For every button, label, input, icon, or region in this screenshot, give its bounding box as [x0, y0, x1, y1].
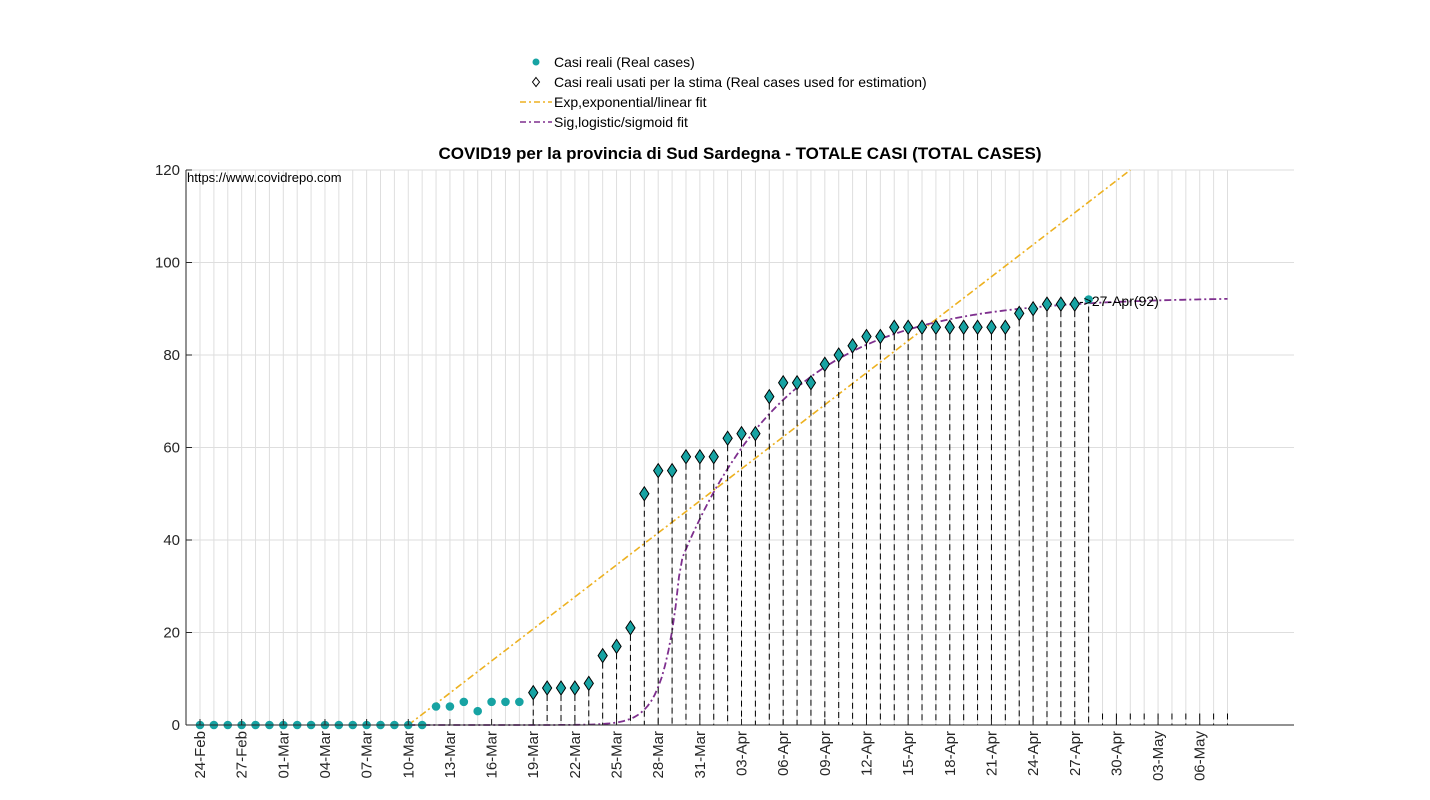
x-tick-label: 24-Feb	[192, 731, 209, 779]
estimation-case-marker	[528, 684, 539, 701]
estimation-case-marker	[1027, 300, 1039, 317]
estimation-case-marker	[597, 647, 608, 664]
estimation-case-marker	[944, 319, 955, 336]
x-tick-label: 13-Mar	[442, 731, 459, 779]
estimation-stems	[532, 306, 1228, 725]
estimation-case-marker	[916, 319, 928, 336]
legend-label: Casi reali (Real cases)	[554, 54, 695, 70]
estimation-case-marker	[819, 356, 831, 373]
real-case-point	[515, 697, 524, 707]
x-tick-label: 06-Apr	[775, 731, 792, 776]
chart-title: COVID19 per la provincia di Sud Sardegna…	[439, 144, 1042, 163]
y-tick-label: 120	[155, 162, 180, 179]
legend: Casi reali (Real cases) Casi reali usati …	[520, 54, 927, 130]
x-tick-label: 25-Mar	[609, 731, 626, 779]
estimation-case-marker	[666, 462, 678, 479]
x-tick-label: 03-Apr	[734, 731, 751, 776]
x-tick-label: 12-Apr	[858, 731, 875, 776]
estimation-case-marker	[722, 430, 733, 447]
real-case-point	[1084, 295, 1093, 304]
real-case-point	[487, 697, 496, 707]
x-tick-label: 09-Apr	[817, 731, 834, 776]
x-tick-label: 19-Mar	[525, 731, 542, 779]
estimation-case-marker	[569, 680, 581, 696]
estimation-case-marker	[902, 319, 914, 336]
x-tick-label: 01-Mar	[275, 731, 292, 779]
real-case-point	[459, 697, 469, 707]
x-tick-label: 10-Mar	[400, 731, 417, 779]
estimation-case-marker	[736, 425, 747, 442]
x-tick-label: 27-Feb	[234, 731, 251, 779]
estimation-case-marker	[875, 328, 886, 345]
x-tick-label: 07-Mar	[359, 731, 376, 779]
x-tick-label: 22-Mar	[567, 731, 584, 779]
estimation-case-marker	[639, 485, 650, 502]
estimation-case-marker	[777, 374, 789, 391]
y-tick-label: 100	[155, 255, 180, 272]
estimation-case-marker	[861, 328, 872, 345]
estimation-case-marker	[958, 319, 969, 336]
estimation-case-marker	[764, 388, 775, 405]
x-tick-label: 03-May	[1150, 731, 1167, 782]
estimation-case-marker	[708, 448, 719, 465]
x-tick-label: 31-Mar	[692, 731, 709, 779]
estimation-case-marker	[694, 448, 706, 465]
estimation-case-marker	[625, 619, 636, 636]
estimation-case-marker	[986, 319, 997, 336]
estimation-case-marker	[583, 675, 594, 692]
x-tick-label: 30-Apr	[1108, 731, 1125, 776]
y-tick-label: 40	[163, 532, 180, 549]
legend-label: Casi reali usati per la stima (Real case…	[554, 74, 927, 90]
estimation-case-marker	[930, 319, 942, 336]
y-tick-label: 20	[163, 625, 180, 642]
real-case-point	[445, 702, 455, 711]
estimation-case-marker	[791, 374, 803, 391]
y-tick-label: 0	[172, 717, 180, 734]
estimation-case-marker	[680, 448, 692, 465]
x-tick-label: 21-Apr	[983, 731, 1000, 776]
estimation-case-marker	[555, 680, 567, 696]
estimation-case-marker	[805, 374, 817, 391]
estimation-case-marker	[889, 319, 900, 336]
legend-label: Exp,exponential/linear fit	[554, 94, 707, 110]
legend-marker-dot	[532, 58, 540, 66]
x-tick-label: 15-Apr	[900, 731, 917, 776]
x-tick-label: 24-Apr	[1025, 731, 1042, 776]
x-tick-label: 27-Apr	[1067, 731, 1084, 776]
grid	[186, 169, 1294, 726]
legend-marker-diamond	[531, 76, 541, 88]
x-tick-label: 06-May	[1192, 731, 1209, 782]
estimation-case-marker	[1069, 296, 1080, 313]
estimation-case-marker	[972, 319, 983, 336]
estimation-case-marker	[541, 680, 553, 696]
x-tick-label: 16-Mar	[484, 731, 501, 779]
legend-label: Sig,logistic/sigmoid fit	[554, 114, 688, 130]
estimation-case-marker	[847, 337, 858, 354]
x-tick-label: 18-Apr	[942, 731, 959, 776]
last-point-annotation: ->27-Apr(92)	[1079, 293, 1159, 309]
estimation-case-marker	[1014, 305, 1025, 322]
estimation-case-marker	[1000, 319, 1011, 336]
real-case-point	[473, 706, 483, 716]
real-case-point	[501, 697, 510, 707]
x-tick-label: 28-Mar	[650, 731, 667, 779]
source-note: https://www.covidrepo.com	[187, 170, 342, 185]
estimation-case-marker	[833, 347, 844, 363]
estimation-case-marker	[1055, 296, 1067, 313]
real-case-point	[431, 702, 441, 711]
tick-labels: 0 20 40 60 80 100 120 24-Feb 27-Feb 01-Mar 04-Mar 0…	[155, 162, 1209, 781]
y-tick-label: 80	[163, 347, 180, 364]
axes	[185, 169, 1294, 726]
estimation-case-marker	[653, 462, 664, 479]
x-tick-label: 04-Mar	[317, 731, 334, 779]
estimation-case-marker	[611, 638, 622, 655]
estimation-case-marker	[750, 425, 761, 442]
y-tick-label: 60	[163, 440, 180, 457]
estimation-case-marker	[1041, 296, 1053, 313]
